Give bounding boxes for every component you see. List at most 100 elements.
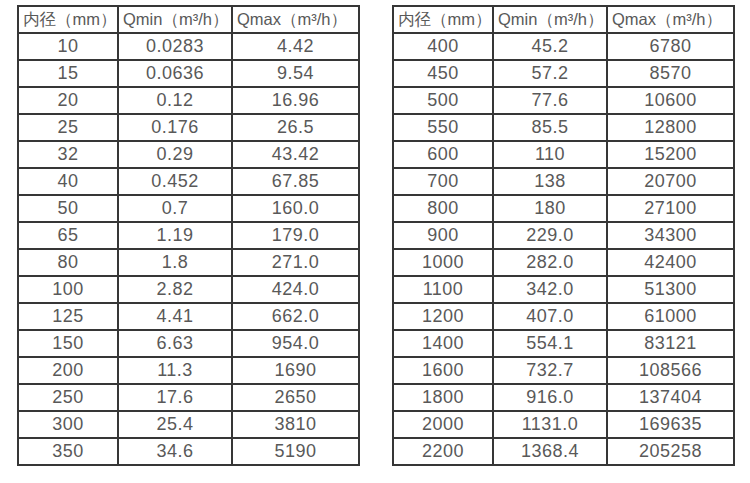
table-row: 1002.82424.0	[18, 276, 359, 303]
table-row: 45057.28570	[393, 60, 734, 87]
flow-table-large-diameter: 内径（mm） Qmin（m³/h） Qmax（m³/h） 40045.26780…	[392, 5, 735, 466]
table-cell: 2200	[393, 438, 493, 465]
table-cell: 1000	[393, 249, 493, 276]
table-cell: 1400	[393, 330, 493, 357]
table-row: 1600732.7108566	[393, 357, 734, 384]
table-cell: 100	[18, 276, 118, 303]
table-cell: 4.42	[232, 33, 359, 60]
table-row: 80018027100	[393, 195, 734, 222]
table-cell: 0.29	[118, 141, 232, 168]
table-cell: 0.0636	[118, 60, 232, 87]
table-cell: 800	[393, 195, 493, 222]
table-cell: 2000	[393, 411, 493, 438]
table-cell: 4.41	[118, 303, 232, 330]
table-row: 60011015200	[393, 141, 734, 168]
table-cell: 1200	[393, 303, 493, 330]
table-cell: 150	[18, 330, 118, 357]
table-cell: 5190	[232, 438, 359, 465]
table-cell: 0.452	[118, 168, 232, 195]
table-cell: 200	[18, 357, 118, 384]
table-row: 1100342.051300	[393, 276, 734, 303]
table-row: 900229.034300	[393, 222, 734, 249]
table-row: 50077.610600	[393, 87, 734, 114]
table-cell: 57.2	[493, 60, 607, 87]
table-cell: 40	[18, 168, 118, 195]
table-cell: 12800	[607, 114, 734, 141]
table-cell: 26.5	[232, 114, 359, 141]
table-cell: 10600	[607, 87, 734, 114]
table-cell: 17.6	[118, 384, 232, 411]
column-header-inner-diameter: 内径（mm）	[393, 6, 493, 33]
table-cell: 1690	[232, 357, 359, 384]
table-cell: 34300	[607, 222, 734, 249]
table-row: 70013820700	[393, 168, 734, 195]
table-row: 40045.26780	[393, 33, 734, 60]
table-cell: 407.0	[493, 303, 607, 330]
table-cell: 32	[18, 141, 118, 168]
column-header-inner-diameter: 内径（mm）	[18, 6, 118, 33]
column-header-qmax: Qmax（m³/h）	[232, 6, 359, 33]
table-cell: 0.7	[118, 195, 232, 222]
table-cell: 250	[18, 384, 118, 411]
table-cell: 16.96	[232, 87, 359, 114]
table-cell: 0.176	[118, 114, 232, 141]
table-cell: 350	[18, 438, 118, 465]
table-row: 25017.62650	[18, 384, 359, 411]
table-row: 1000282.042400	[393, 249, 734, 276]
table-row: 250.17626.5	[18, 114, 359, 141]
table-cell: 554.1	[493, 330, 607, 357]
column-header-qmin: Qmin（m³/h）	[118, 6, 232, 33]
table-cell: 61000	[607, 303, 734, 330]
table-row: 320.2943.42	[18, 141, 359, 168]
table-cell: 125	[18, 303, 118, 330]
flow-table-small-diameter: 内径（mm） Qmin（m³/h） Qmax（m³/h） 100.02834.4…	[17, 5, 360, 466]
table-cell: 83121	[607, 330, 734, 357]
table-cell: 179.0	[232, 222, 359, 249]
table-cell: 10	[18, 33, 118, 60]
table-cell: 45.2	[493, 33, 607, 60]
table-cell: 271.0	[232, 249, 359, 276]
table-cell: 300	[18, 411, 118, 438]
table-row: 100.02834.42	[18, 33, 359, 60]
table-cell: 450	[393, 60, 493, 87]
table-cell: 50	[18, 195, 118, 222]
table-row: 20011.31690	[18, 357, 359, 384]
table-row: 20001131.0169635	[393, 411, 734, 438]
table-cell: 1600	[393, 357, 493, 384]
table-cell: 27100	[607, 195, 734, 222]
table-cell: 900	[393, 222, 493, 249]
table-row: 1254.41662.0	[18, 303, 359, 330]
table-row: 55085.512800	[393, 114, 734, 141]
table-cell: 342.0	[493, 276, 607, 303]
table-cell: 42400	[607, 249, 734, 276]
table-cell: 205258	[607, 438, 734, 465]
table-cell: 2.82	[118, 276, 232, 303]
table-cell: 1368.4	[493, 438, 607, 465]
table-cell: 282.0	[493, 249, 607, 276]
table-cell: 108566	[607, 357, 734, 384]
table-cell: 0.0283	[118, 33, 232, 60]
table-cell: 662.0	[232, 303, 359, 330]
table-cell: 15	[18, 60, 118, 87]
table-cell: 80	[18, 249, 118, 276]
table-cell: 11.3	[118, 357, 232, 384]
table-row: 22001368.4205258	[393, 438, 734, 465]
table-cell: 1100	[393, 276, 493, 303]
table-cell: 1.8	[118, 249, 232, 276]
table-cell: 25.4	[118, 411, 232, 438]
table-cell: 424.0	[232, 276, 359, 303]
column-header-qmax: Qmax（m³/h）	[607, 6, 734, 33]
header-row: 内径（mm） Qmin（m³/h） Qmax（m³/h）	[393, 6, 734, 33]
table-cell: 1131.0	[493, 411, 607, 438]
table-cell: 400	[393, 33, 493, 60]
table-cell: 3810	[232, 411, 359, 438]
table-cell: 500	[393, 87, 493, 114]
table-row: 1800916.0137404	[393, 384, 734, 411]
table-cell: 77.6	[493, 87, 607, 114]
table-cell: 25	[18, 114, 118, 141]
table-cell: 51300	[607, 276, 734, 303]
table-cell: 550	[393, 114, 493, 141]
table-row: 150.06369.54	[18, 60, 359, 87]
table-cell: 180	[493, 195, 607, 222]
table-cell: 6.63	[118, 330, 232, 357]
